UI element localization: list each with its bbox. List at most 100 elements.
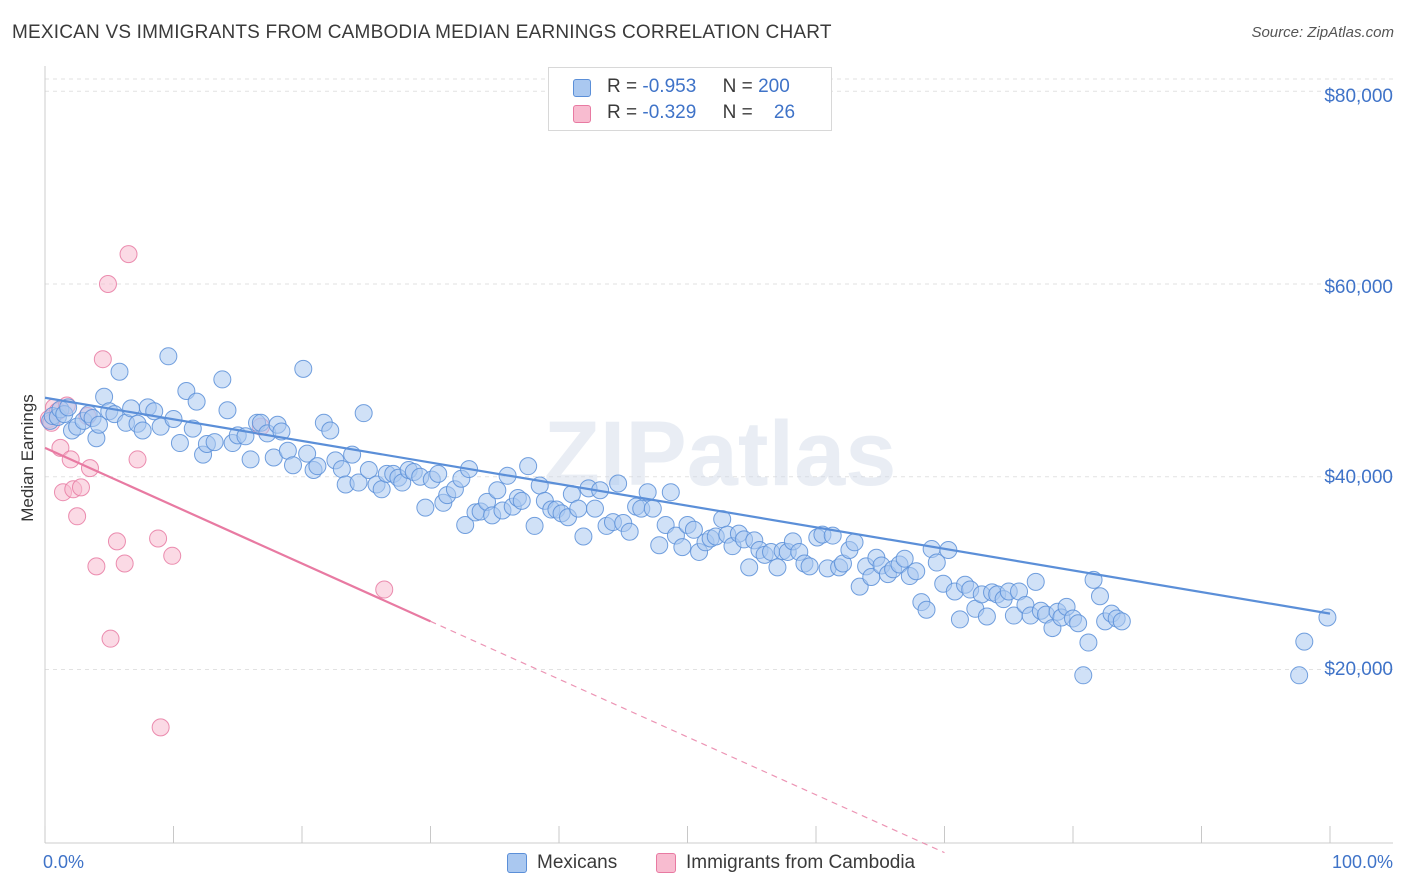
mexicans-point [650, 536, 669, 555]
mexicans-point [1079, 633, 1098, 652]
n-value: 26 [773, 102, 796, 123]
mexicans-point [684, 520, 703, 539]
y-tick-label: $80,000 [1324, 86, 1393, 107]
mexicans-point [332, 460, 351, 479]
mexicans-point [1290, 666, 1309, 685]
mexicans-point [525, 516, 544, 535]
mexicans-point [850, 577, 869, 596]
x-tick-label-min: 0.0% [43, 852, 85, 872]
y-tick-label: $40,000 [1324, 467, 1393, 488]
mexicans-point [620, 522, 639, 541]
mexicans-point [456, 515, 475, 534]
r-value: -0.329 [642, 102, 697, 123]
cambodia-point [98, 275, 117, 294]
cambodia-trendline-extension [430, 620, 945, 854]
r-value: -0.953 [642, 76, 697, 97]
legend-swatch-blue [573, 79, 591, 97]
cambodia-point [151, 718, 170, 737]
mexicans-point [372, 480, 391, 499]
mexicans-point [950, 610, 969, 629]
mexicans-point [218, 401, 237, 420]
mexicans-point [1090, 587, 1109, 606]
y-tick-label: $20,000 [1324, 659, 1393, 680]
trendlines [44, 396, 1331, 854]
mexicans-points [41, 347, 1337, 685]
mexicans-trendline [44, 396, 1331, 615]
mexicans-point [673, 538, 692, 557]
legend-swatch-pink [573, 105, 591, 123]
mexicans-point [1112, 612, 1131, 631]
mexicans-point [241, 450, 260, 469]
source-label: Source: ZipAtlas.com [1251, 24, 1394, 41]
mexicans-point [917, 600, 936, 619]
mexicans-point [349, 473, 368, 492]
mexicans-point [907, 562, 926, 581]
mexicans-point [159, 347, 178, 366]
mexicans-point [1074, 666, 1093, 685]
legend-swatch-blue [507, 853, 527, 873]
mexicans-point [89, 415, 108, 434]
n-label: N = [722, 102, 753, 123]
cambodia-point [71, 478, 90, 497]
cambodia-point [128, 450, 147, 469]
mexicans-point [359, 461, 378, 480]
mexicans-point [927, 553, 946, 572]
mexicans-point [609, 474, 628, 493]
cambodia-point [101, 629, 120, 648]
mexicans-point [1069, 614, 1088, 633]
cambodia-point [87, 557, 106, 576]
mexicans-point [569, 499, 588, 518]
mexicans-point [643, 499, 662, 518]
mexicans-point [284, 456, 303, 475]
cambodia-trendline [44, 446, 431, 623]
mexicans-point [512, 491, 531, 510]
mexicans-point [1026, 572, 1045, 591]
cambodia-point [375, 580, 394, 599]
mexicans-point [213, 370, 232, 389]
legend-label: Mexicans [537, 852, 618, 873]
n-value: 200 [758, 76, 790, 97]
mexicans-point [354, 404, 373, 423]
series-legend: Mexicans Immigrants from Cambodia [0, 852, 1406, 878]
mexicans-point [321, 421, 340, 440]
r-label: R = [607, 76, 638, 97]
gridlines [45, 78, 1393, 671]
x-tick-label-max: 100.0% [1331, 852, 1393, 872]
cambodia-point [107, 532, 126, 551]
chart-title: MEXICAN VS IMMIGRANTS FROM CAMBODIA MEDI… [12, 22, 832, 43]
mexicans-point [845, 533, 864, 552]
cambodia-point [149, 529, 168, 548]
mexicans-point [170, 434, 189, 453]
cambodia-point [68, 507, 87, 526]
mexicans-point [895, 549, 914, 568]
mexicans-point [205, 433, 224, 452]
mexicans-point [429, 464, 448, 483]
cambodia-point [93, 350, 112, 369]
mexicans-point [488, 481, 507, 500]
mexicans-point [977, 607, 996, 626]
mexicans-point [661, 483, 680, 502]
mexicans-point [768, 558, 787, 577]
mexicans-point [187, 392, 206, 411]
cambodia-point [119, 245, 138, 264]
y-axis-label: Median Earnings [18, 394, 37, 522]
mexicans-point [519, 457, 538, 476]
legend-label: Immigrants from Cambodia [686, 852, 916, 873]
mexicans-point [298, 444, 317, 463]
mexicans-point [574, 527, 593, 546]
mexicans-point [638, 483, 657, 502]
r-label: R = [607, 102, 638, 123]
mexicans-point [1295, 632, 1314, 651]
mexicans-point [740, 558, 759, 577]
mexicans-point [133, 421, 152, 440]
mexicans-point [585, 499, 604, 518]
cambodia-point [163, 546, 182, 565]
y-tick-label: $60,000 [1324, 277, 1393, 298]
mexicans-point [294, 359, 313, 378]
cambodia-point [115, 554, 134, 573]
mexicans-point [110, 362, 129, 381]
mexicans-point [416, 498, 435, 517]
correlation-legend: R = -0.953 N = 200 R = -0.329 N = 26 [548, 67, 832, 131]
mexicans-point [308, 457, 327, 476]
